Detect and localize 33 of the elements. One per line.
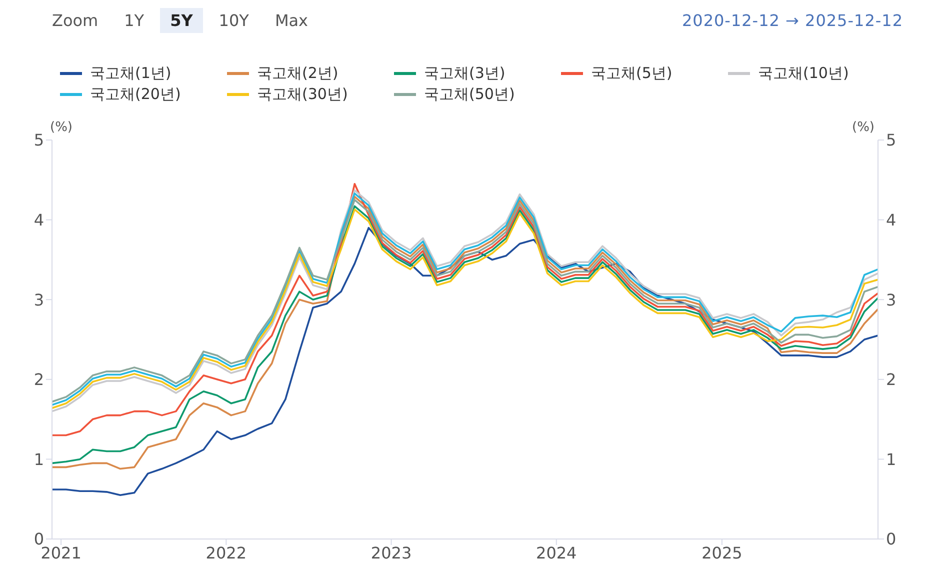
x-tick-label: 2021 xyxy=(40,543,82,562)
legend-label: 국고채(2년) xyxy=(256,64,340,83)
x-tick-label: 2022 xyxy=(206,543,247,562)
legend-label: 국고채(30년) xyxy=(256,85,349,104)
legend-label: 국고채(20년) xyxy=(89,85,182,104)
y2-tick-label: 1 xyxy=(886,450,896,469)
text: 1Y xyxy=(123,10,146,32)
text: 2020-12-12 → 2025-12-12 xyxy=(682,11,903,30)
y2-tick-label: 4 xyxy=(886,210,896,230)
y2-tick-label: 2 xyxy=(886,370,896,390)
y2-tick-label: 3 xyxy=(886,290,896,310)
y-axis-title: (%) xyxy=(50,120,72,135)
y2-tick-label: 0 xyxy=(886,530,896,549)
legend-label: 국고채(1년) xyxy=(89,64,172,83)
y-tick-label: 5 xyxy=(34,130,44,150)
legend-label: 국고채(50년) xyxy=(423,85,516,104)
x-tick-label: 2025 xyxy=(702,543,742,562)
y-tick-label: 4 xyxy=(34,210,44,230)
text: Max xyxy=(274,10,310,32)
text: Zoom xyxy=(52,10,100,32)
legend-label: 국고채(10년) xyxy=(757,64,850,83)
y2-tick-label: 5 xyxy=(886,130,896,150)
text: 5Y xyxy=(160,8,203,33)
text: 10Y xyxy=(218,10,250,32)
y-tick-label: 1 xyxy=(34,450,44,469)
line-series xyxy=(52,226,878,496)
y2-axis-title: (%) xyxy=(852,120,874,135)
y-tick-label: 3 xyxy=(34,290,44,310)
x-tick-label: 2023 xyxy=(370,543,412,562)
x-tick-label: 2024 xyxy=(536,543,577,562)
legend-label: 국고채(5년) xyxy=(590,64,674,83)
legend-label: 국고채(3년) xyxy=(423,64,506,83)
y-tick-label: 2 xyxy=(34,370,44,390)
